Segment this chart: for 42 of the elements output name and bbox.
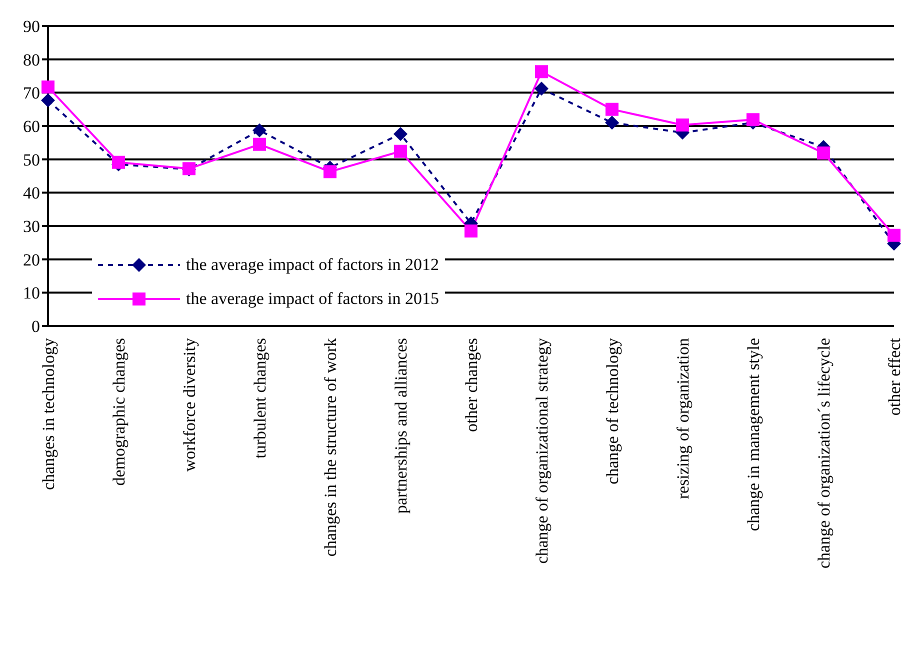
y-tick-label: 90 [23, 17, 40, 36]
x-tick-label: resizing of organization [674, 338, 692, 500]
x-tick-label: other effect [885, 338, 904, 416]
point [253, 138, 266, 151]
y-tick-label: 60 [23, 117, 40, 136]
point [252, 123, 266, 138]
point [676, 118, 689, 132]
point [41, 93, 55, 108]
y-tick-label: 70 [23, 84, 40, 103]
y-tick-label: 50 [23, 150, 40, 170]
y-tick-label: 10 [23, 284, 40, 303]
x-tick-label: turbulent changes [250, 338, 270, 458]
legend-label: the average impact of factors in 2012 [186, 255, 440, 275]
x-tick-label: partnerships and alliances [392, 338, 410, 514]
point [535, 65, 548, 78]
x-tick-label: changes in the structure of work [321, 338, 340, 557]
x-tick-label: demographic changes [110, 338, 128, 486]
x-tick-label: changes in technology [39, 338, 58, 490]
y-tick-label: 20 [23, 250, 40, 270]
y-tick-label: 0 [32, 317, 40, 336]
y-tick-label: 30 [23, 217, 40, 236]
y-tick-label: 40 [23, 184, 40, 203]
x-tick-label: change of organizational strategy [532, 338, 552, 564]
x-tick-label: change of technology [603, 338, 622, 484]
point [606, 102, 618, 116]
legend-label: the average impact of factors in 2015 [186, 289, 440, 309]
point [394, 144, 407, 158]
y-tick-label: 80 [23, 50, 40, 70]
point [394, 127, 408, 141]
point [746, 113, 760, 126]
point [817, 146, 830, 160]
point [324, 165, 336, 178]
point [464, 224, 478, 238]
x-tick-label: workforce diversity [180, 338, 199, 472]
point [888, 228, 900, 242]
point [605, 116, 619, 130]
point [42, 80, 54, 94]
point [112, 156, 125, 169]
x-tick-label: change of organization´s lifecycle [814, 338, 834, 568]
x-tick-label: other changes [462, 338, 481, 432]
point [534, 82, 548, 96]
x-tick-label: change in management style [744, 338, 763, 532]
